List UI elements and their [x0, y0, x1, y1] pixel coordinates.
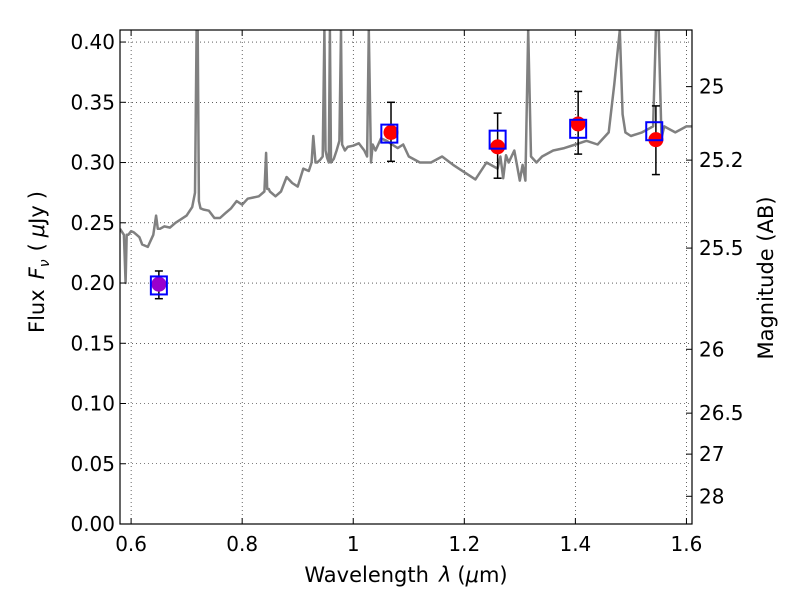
model-photometry-box: [380, 123, 399, 144]
y2-tick-label: 25: [699, 75, 724, 99]
y2-tick-label: 27: [699, 442, 724, 466]
data-series: [120, 30, 692, 300]
x-tick-label: 0.8: [226, 532, 258, 556]
plot-background: [120, 30, 692, 524]
axis-ticks: 0.6 0.8 1 1.2 1.4 1.6 0.00 0.05 0.10 0.15 0.20 0.25…: [70, 30, 744, 556]
model-photometry-box: [645, 121, 664, 142]
observed-point: [490, 139, 506, 155]
x-tick-label: 1.6: [671, 532, 703, 556]
observed-point: [570, 116, 586, 132]
y-tick-label: 0.05: [70, 452, 115, 476]
observed-point: [383, 124, 399, 140]
x-tick-label: 1.4: [559, 532, 591, 556]
x-axis-label: Wavelength λ (μm): [304, 563, 507, 587]
model-spectrum-line: [120, 30, 692, 285]
y2-tick-label: 26: [699, 337, 724, 361]
observed-point: [151, 276, 167, 292]
y2-tick-label: 26.5: [699, 401, 744, 425]
plot-frame: [119, 29, 693, 525]
model-photometry-box: [488, 129, 507, 150]
y-tick-label: 0.15: [70, 331, 115, 355]
y-tick-label: 0.25: [70, 211, 115, 235]
y2-tick-label: 25.2: [699, 148, 744, 172]
y-axis-label: FluxFν(μJy): [25, 191, 53, 333]
y-tick-label: 0.20: [70, 271, 115, 295]
y2-axis-label: Magnitude (AB): [754, 196, 778, 359]
y2-tick-label: 25.5: [699, 236, 744, 260]
y-tick-label: 0.35: [70, 90, 115, 114]
y2-tick-label: 28: [699, 484, 724, 508]
x-tick-label: 1: [347, 532, 360, 556]
y-tick-label: 0.00: [70, 512, 115, 536]
y-tick-label: 0.30: [70, 151, 115, 175]
x-tick-label: 1.2: [448, 532, 480, 556]
model-photometry-box: [569, 118, 588, 139]
y-tick-label: 0.40: [70, 30, 115, 54]
model-photometry-box: [149, 275, 168, 296]
y-tick-label: 0.10: [70, 392, 115, 416]
x-tick-label: 0.6: [115, 532, 147, 556]
